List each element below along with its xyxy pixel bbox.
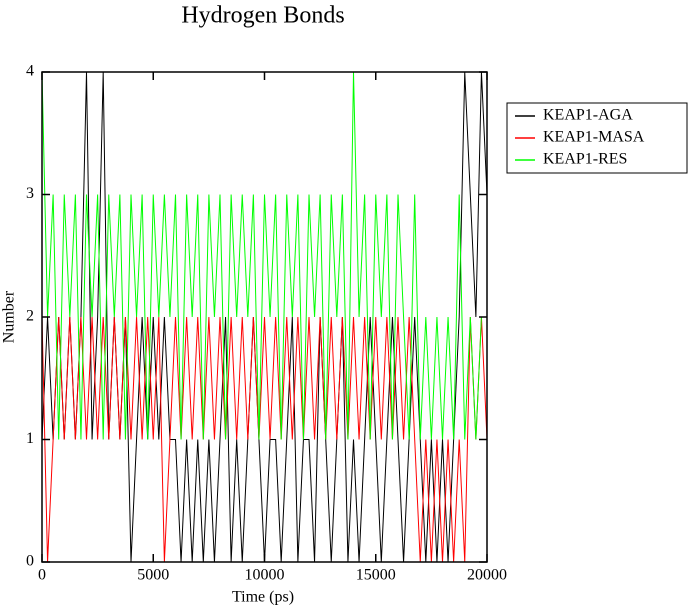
y-tick-label: 1 (26, 430, 34, 447)
legend-label: KEAP1-AGA (543, 107, 633, 124)
y-tick-label: 3 (26, 185, 34, 202)
x-tick-label: 20000 (467, 567, 507, 584)
x-tick-label: 5000 (137, 567, 169, 584)
x-tick-label: 10000 (245, 567, 285, 584)
x-tick-label: 15000 (356, 567, 396, 584)
y-tick-label: 2 (26, 308, 34, 325)
x-axis-label: Time (ps) (232, 589, 294, 606)
chart-title: Hydrogen Bonds (181, 3, 344, 29)
y-tick-label: 0 (26, 553, 34, 570)
legend-box (506, 102, 688, 174)
series-line (41, 316, 488, 563)
series-line (41, 71, 487, 440)
x-tick-label: 0 (38, 567, 46, 584)
y-tick-label: 4 (26, 63, 34, 80)
legend-label: KEAP1-RES (543, 151, 627, 168)
legend-label: KEAP1-MASA (543, 129, 645, 146)
y-axis-label: Number (1, 290, 18, 343)
